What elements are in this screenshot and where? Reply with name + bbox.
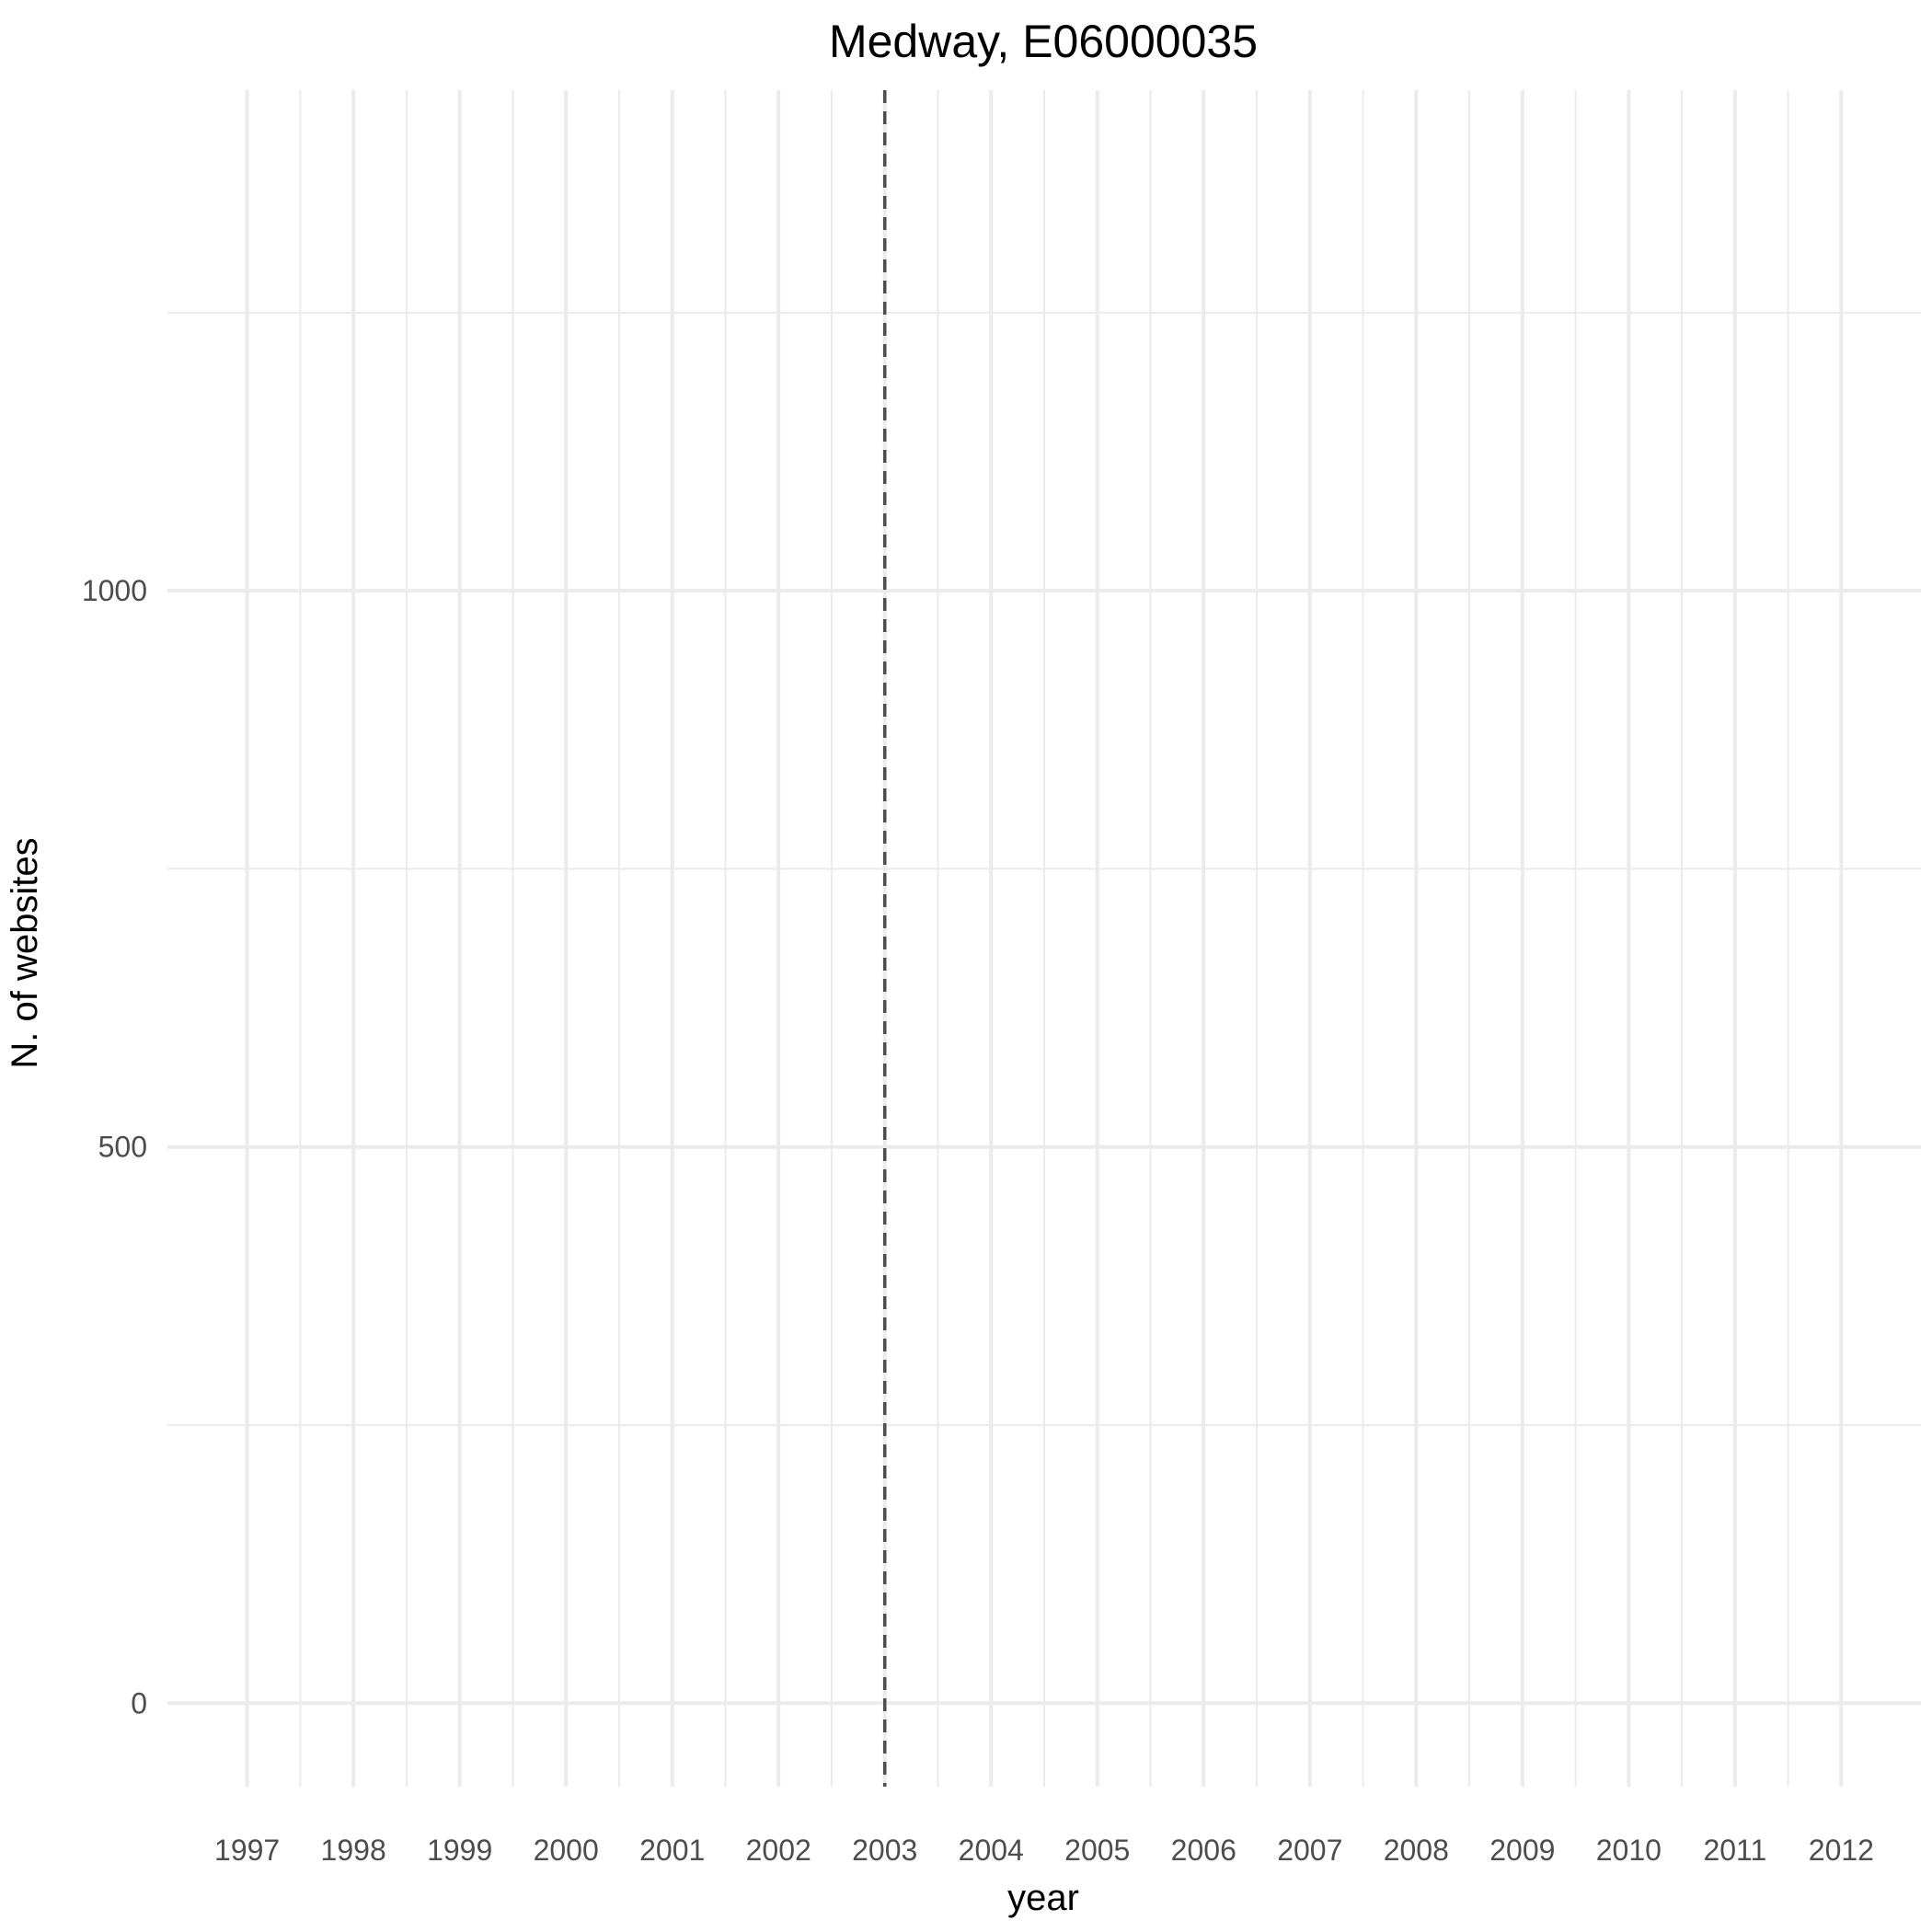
x-tick-label: 1998 — [321, 1834, 386, 1867]
x-tick-label: 2000 — [534, 1834, 599, 1867]
y-tick-label: 0 — [131, 1686, 147, 1719]
x-tick-label: 1999 — [427, 1834, 492, 1867]
x-tick-label: 2002 — [746, 1834, 811, 1867]
y-tick-label: 1000 — [82, 574, 147, 607]
x-tick-label: 2004 — [959, 1834, 1024, 1867]
x-tick-label: 2005 — [1064, 1834, 1130, 1867]
x-tick-label: 2007 — [1277, 1834, 1342, 1867]
chart-title: Medway, E06000035 — [829, 16, 1258, 67]
x-tick-label: 1997 — [214, 1834, 280, 1867]
y-tick-label: 500 — [98, 1131, 147, 1164]
x-tick-label: 2006 — [1171, 1834, 1236, 1867]
x-tick-label: 2011 — [1703, 1834, 1766, 1867]
x-tick-label: 2001 — [639, 1834, 705, 1867]
x-tick-label: 2003 — [852, 1834, 917, 1867]
x-tick-label: 2012 — [1809, 1834, 1874, 1867]
minor-gridlines — [167, 90, 1921, 1787]
x-tick-label: 2008 — [1384, 1834, 1449, 1867]
x-tick-label: 2009 — [1489, 1834, 1555, 1867]
y-axis-tick-labels: 0 500 1000 — [82, 574, 147, 1719]
x-tick-label: 2010 — [1596, 1834, 1662, 1867]
y-axis-title: N. of websites — [5, 837, 45, 1068]
x-axis-tick-labels: 1997 1998 1999 2000 2001 2002 2003 2004 2005 2006… — [214, 1834, 1874, 1867]
x-axis-title: year — [1007, 1878, 1079, 1918]
